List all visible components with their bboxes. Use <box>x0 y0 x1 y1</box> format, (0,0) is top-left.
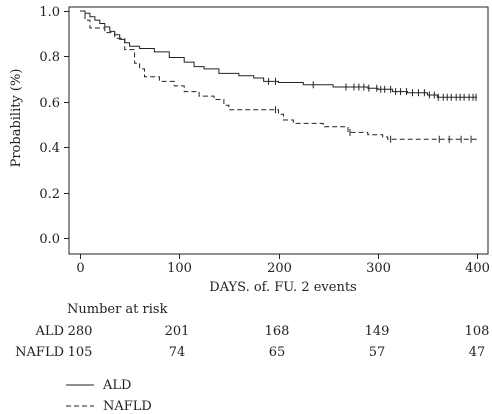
risk-table: ALD 280 201 168 149 108 NAFLD 105 74 65 57 47 <box>15 324 489 360</box>
curve-ald <box>80 10 477 98</box>
y-tick-label: 0.8 <box>39 50 60 65</box>
risk-cell: 168 <box>265 324 290 339</box>
legend-label-nafld: NAFLD <box>103 399 152 414</box>
x-tick-label: 300 <box>366 261 391 276</box>
risk-row-label: ALD <box>35 324 64 339</box>
risk-cell: 280 <box>68 324 93 339</box>
risk-table-title: Number at risk <box>67 302 168 317</box>
risk-cell: 47 <box>469 345 486 360</box>
y-axis-label: Probability (%) <box>9 69 24 168</box>
risk-cell: 65 <box>269 345 286 360</box>
axes: 0.0 0.2 0.4 0.6 0.8 1.0 0 100 200 300 400 <box>39 5 490 276</box>
y-tick-label: 0.4 <box>39 141 60 156</box>
x-tick-label: 100 <box>167 261 192 276</box>
x-tick-label: 400 <box>465 261 490 276</box>
curve-nafld <box>80 10 477 140</box>
y-tick-label: 0.6 <box>39 96 60 111</box>
x-tick-label: 200 <box>267 261 292 276</box>
y-tick-label: 0.2 <box>39 187 60 202</box>
legend-label-ald: ALD <box>102 378 131 393</box>
risk-cell: 201 <box>165 324 190 339</box>
risk-cell: 74 <box>169 345 186 360</box>
y-tick-label: 1.0 <box>39 5 60 20</box>
plot-frame <box>68 6 489 255</box>
risk-cell: 57 <box>369 345 386 360</box>
x-axis-label: DAYS. of. FU. 2 events <box>209 280 356 295</box>
risk-row-label: NAFLD <box>15 345 64 360</box>
risk-cell: 149 <box>365 324 390 339</box>
legend: ALD NAFLD <box>66 378 152 414</box>
risk-cell: 108 <box>465 324 490 339</box>
y-tick-label: 0.0 <box>39 232 60 247</box>
x-tick-label: 0 <box>76 261 84 276</box>
risk-cell: 105 <box>68 345 93 360</box>
curves <box>80 10 477 140</box>
censor-marks <box>268 77 477 143</box>
